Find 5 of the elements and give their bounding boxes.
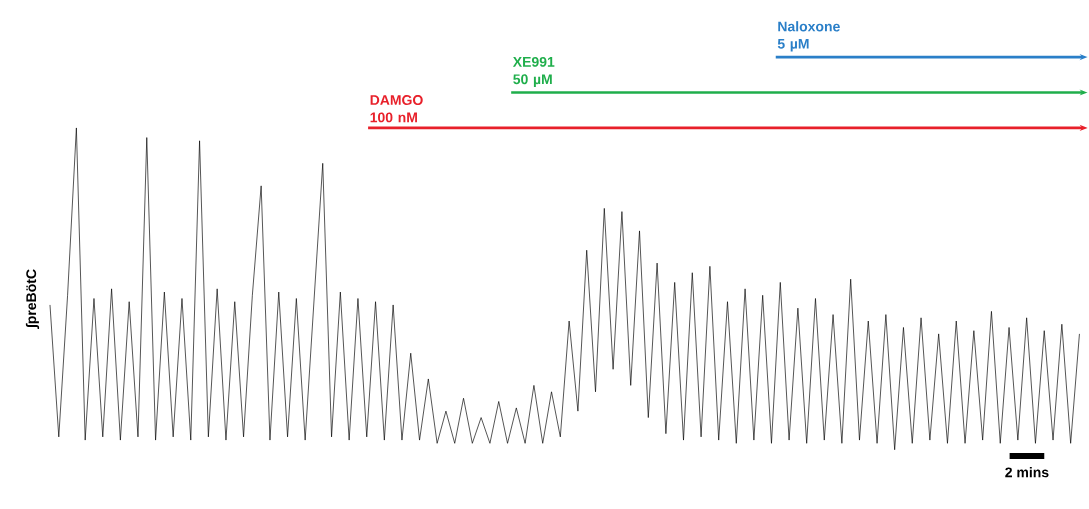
y-axis-title: ∫preBötC [25,269,40,330]
text: XE991 50 µM [512,57,555,88]
text: Naloxone 5 µM [777,21,840,52]
text: 2 mins [1005,467,1049,478]
text: DAMGO 100 nM [370,95,423,123]
